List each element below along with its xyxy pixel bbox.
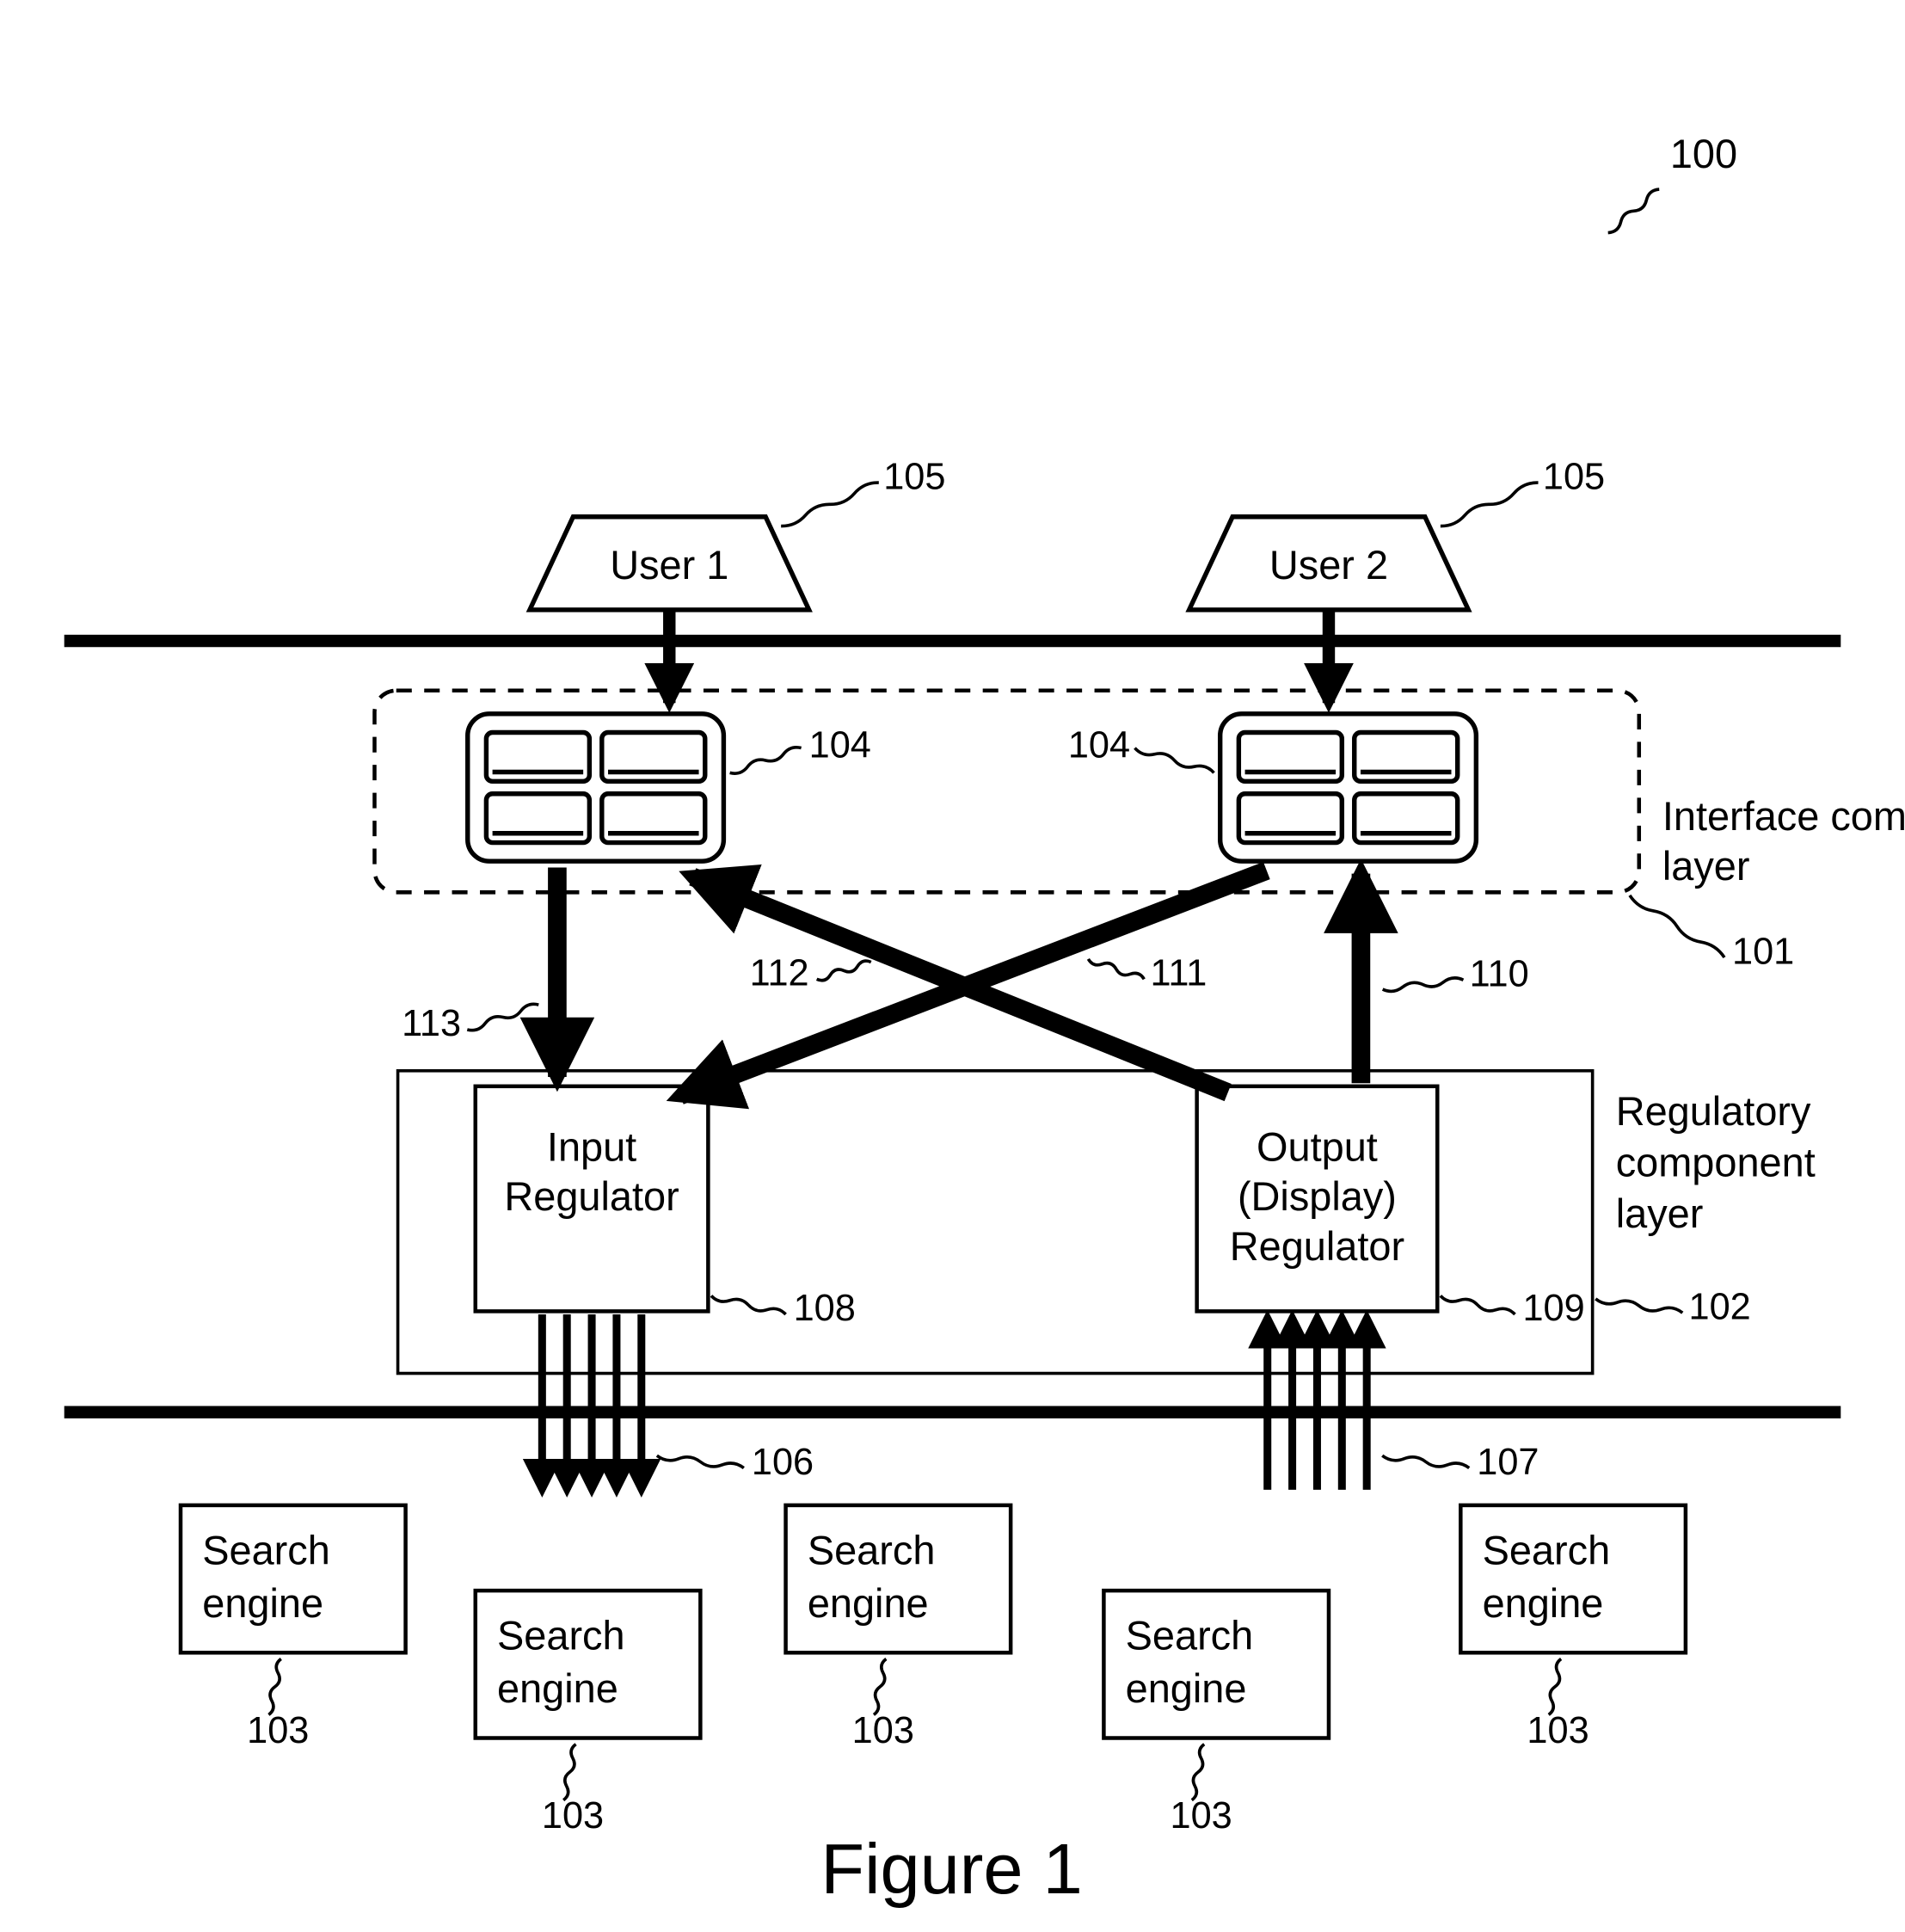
search-engine-3-l2: engine <box>1126 1666 1247 1711</box>
reg-layer-label-3: layer <box>1616 1191 1704 1236</box>
search-engine-4-l1: Search <box>1483 1528 1611 1572</box>
search-engine-4-ref: 103 <box>1527 1710 1589 1751</box>
ref-112: 112 <box>750 953 809 994</box>
ref-110: 110 <box>1470 953 1529 994</box>
reg-layer-label-2: component <box>1616 1140 1816 1184</box>
ref-106: 106 <box>752 1442 814 1483</box>
output-reg-l3: Regulator <box>1230 1224 1404 1269</box>
interface-layer-label-1: Interface component <box>1662 794 1905 839</box>
interface-layer-ref: 101 <box>1732 931 1794 972</box>
search-engine-0-l1: Search <box>202 1528 330 1572</box>
user-1-label: User 1 <box>610 543 728 588</box>
user-2-ref: 105 <box>1543 456 1605 497</box>
ref-108: 108 <box>794 1288 856 1329</box>
reg-layer-ref: 102 <box>1689 1286 1751 1327</box>
input-reg-l2: Regulator <box>504 1174 679 1219</box>
user-1-ref: 105 <box>883 456 945 497</box>
user-2-label: User 2 <box>1269 543 1388 588</box>
search-engine-1-l2: engine <box>497 1666 618 1711</box>
svg-text:100: 100 <box>1670 132 1737 176</box>
search-engine-4-l2: engine <box>1483 1581 1604 1626</box>
ref-109: 109 <box>1522 1288 1584 1329</box>
search-engine-2-l1: Search <box>808 1528 936 1572</box>
search-engine-3-ref: 103 <box>1171 1795 1232 1837</box>
search-engine-2-l2: engine <box>808 1581 929 1626</box>
output-reg-l2: (Display) <box>1238 1174 1397 1219</box>
search-engine-1-ref: 103 <box>542 1795 604 1837</box>
search-engine-0-l2: engine <box>202 1581 323 1626</box>
search-engine-2-ref: 103 <box>852 1710 914 1751</box>
keyboard-1-icon <box>1220 714 1477 861</box>
search-engine-0-ref: 103 <box>247 1710 309 1751</box>
keyboard-1-ref: 104 <box>1068 724 1130 766</box>
output-reg-l1: Output <box>1257 1124 1378 1169</box>
search-engine-1-l1: Search <box>497 1614 625 1658</box>
ref-113: 113 <box>402 1003 461 1044</box>
ref-111: 111 <box>1151 953 1208 994</box>
search-engine-3-l1: Search <box>1126 1614 1254 1658</box>
figure-caption: Figure 1 <box>820 1829 1082 1909</box>
interface-layer-label-2: layer <box>1662 844 1750 889</box>
input-reg-l1: Input <box>547 1124 636 1169</box>
ref-107: 107 <box>1477 1442 1539 1483</box>
keyboard-0-icon <box>468 714 724 861</box>
keyboard-0-ref: 104 <box>809 724 871 766</box>
reg-layer-label-1: Regulatory <box>1616 1089 1811 1134</box>
